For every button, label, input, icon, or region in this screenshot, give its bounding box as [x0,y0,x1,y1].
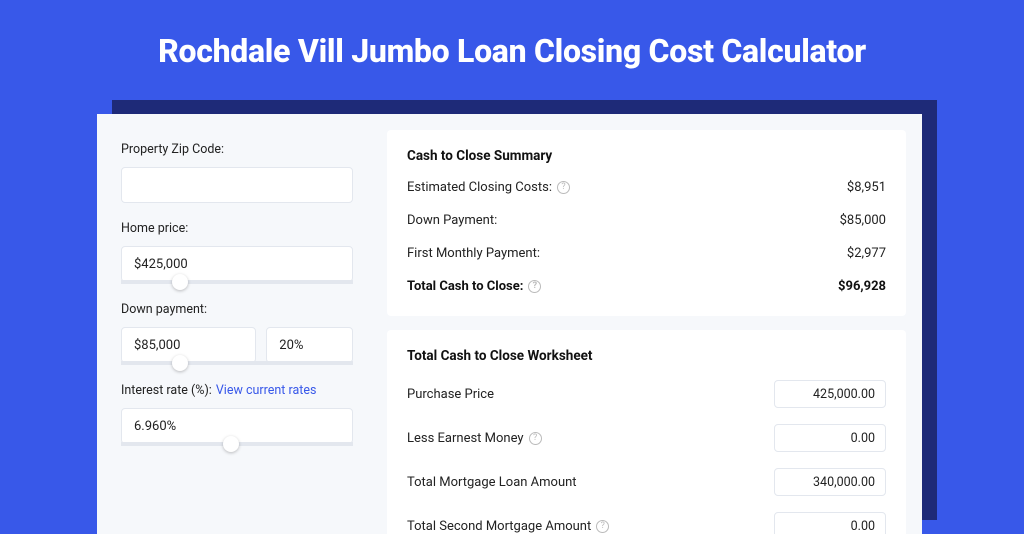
down-payment-label: Down payment: [121,302,353,317]
summary-row-value: $2,977 [847,246,886,261]
interest-rate-slider-thumb[interactable] [223,436,239,452]
zip-input[interactable] [121,167,353,203]
worksheet-card: Total Cash to Close Worksheet Purchase P… [387,330,906,534]
page-title: Rochdale Vill Jumbo Loan Closing Cost Ca… [0,0,1024,92]
view-rates-link[interactable]: View current rates [216,383,317,398]
zip-field-group: Property Zip Code: [121,142,353,203]
home-price-slider-thumb[interactable] [172,274,188,290]
summary-row-label: Estimated Closing Costs:? [407,180,570,195]
home-price-field-group: Home price: [121,221,353,284]
summary-row: Estimated Closing Costs:? $8,951 [407,180,886,195]
worksheet-row: Purchase Price [407,380,886,408]
summary-row-value: $8,951 [847,180,886,195]
down-payment-input[interactable] [121,327,256,363]
help-icon[interactable]: ? [528,280,541,293]
zip-label: Property Zip Code: [121,142,353,157]
worksheet-row: Total Mortgage Loan Amount [407,468,886,496]
home-price-slider[interactable] [121,280,353,284]
summary-row-label: Down Payment: [407,213,497,228]
worksheet-row-input[interactable] [774,380,886,408]
help-icon[interactable]: ? [529,432,542,445]
worksheet-row-input[interactable] [774,424,886,452]
summary-row: First Monthly Payment: $2,977 [407,246,886,261]
worksheet-row-label: Total Second Mortgage Amount? [407,519,609,534]
down-payment-pct-input[interactable] [266,327,353,363]
worksheet-row-label: Less Earnest Money? [407,431,542,446]
worksheet-row-input[interactable] [774,468,886,496]
worksheet-title: Total Cash to Close Worksheet [407,348,886,364]
summary-row-value: $85,000 [840,213,886,228]
interest-rate-slider[interactable] [121,442,353,446]
summary-row: Total Cash to Close:? $96,928 [407,279,886,294]
down-payment-slider-thumb[interactable] [172,355,188,371]
inputs-sidebar: Property Zip Code: Home price: Down paym… [97,114,377,534]
worksheet-row-input[interactable] [774,512,886,534]
summary-row: Down Payment: $85,000 [407,213,886,228]
summary-card: Cash to Close Summary Estimated Closing … [387,130,906,316]
worksheet-row-label: Total Mortgage Loan Amount [407,475,577,490]
summary-row-value: $96,928 [838,279,886,294]
worksheet-row: Less Earnest Money? [407,424,886,452]
home-price-input[interactable] [121,246,353,282]
calculator-panel: Property Zip Code: Home price: Down paym… [97,114,922,534]
summary-row-label: First Monthly Payment: [407,246,540,261]
interest-rate-field-group: Interest rate (%): View current rates [121,383,353,446]
down-payment-field-group: Down payment: [121,302,353,365]
summary-title: Cash to Close Summary [407,148,886,164]
help-icon[interactable]: ? [596,520,609,533]
home-price-label: Home price: [121,221,353,236]
worksheet-row-label: Purchase Price [407,387,494,402]
down-payment-slider[interactable] [121,361,353,365]
worksheet-row: Total Second Mortgage Amount? [407,512,886,534]
results-column: Cash to Close Summary Estimated Closing … [377,114,922,534]
interest-rate-label: Interest rate (%): [121,383,212,398]
summary-row-label: Total Cash to Close:? [407,279,541,294]
help-icon[interactable]: ? [557,181,570,194]
